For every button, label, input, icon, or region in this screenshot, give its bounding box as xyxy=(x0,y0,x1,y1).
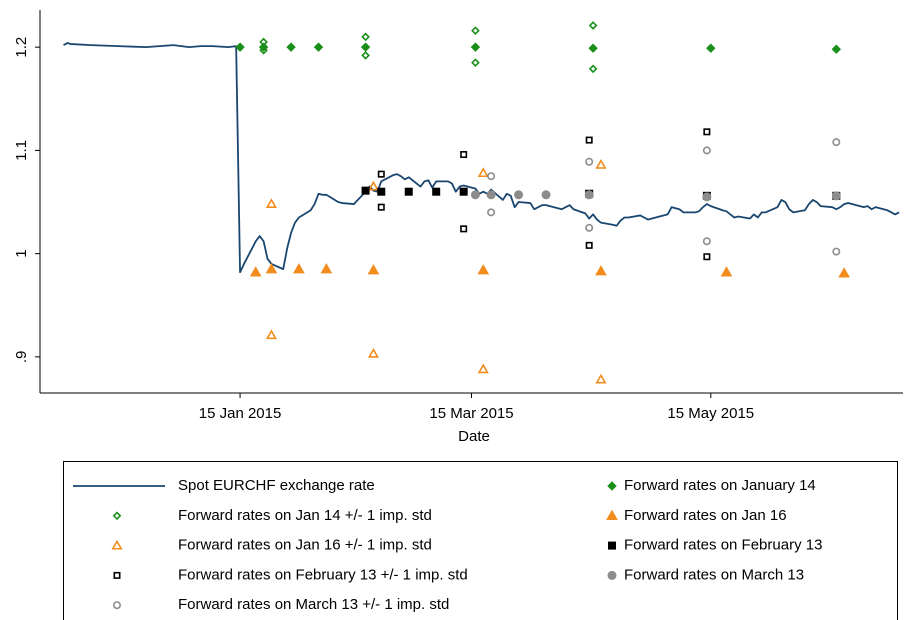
y-tick-label: 1.2 xyxy=(13,37,30,58)
point xyxy=(702,146,711,155)
point xyxy=(470,42,481,52)
point xyxy=(585,157,594,166)
point xyxy=(487,172,496,181)
legend-label: Forward rates on February 13 xyxy=(624,537,822,554)
point xyxy=(703,128,711,136)
point xyxy=(377,187,386,196)
point xyxy=(361,186,370,195)
point xyxy=(706,43,716,53)
point xyxy=(432,187,441,196)
point xyxy=(477,264,490,275)
point xyxy=(588,64,598,74)
point xyxy=(293,263,305,274)
y-tick-label: .9 xyxy=(13,351,30,364)
point xyxy=(460,151,468,159)
point xyxy=(487,208,496,217)
legend-marker xyxy=(607,570,617,580)
point xyxy=(588,21,598,30)
point xyxy=(514,190,524,200)
point xyxy=(361,32,370,42)
legend-box xyxy=(63,461,898,620)
point xyxy=(265,329,278,340)
point xyxy=(459,187,468,196)
point xyxy=(595,373,607,384)
legend-label: Forward rates on February 13 +/- 1 imp. … xyxy=(178,566,468,583)
point xyxy=(585,241,593,249)
legend-label: Forward rates on Jan 16 +/- 1 imp. std xyxy=(178,537,432,554)
point xyxy=(702,192,712,202)
point xyxy=(286,42,296,52)
legend-label: Forward rates on March 13 xyxy=(624,566,804,583)
legend-label: Forward rates on Jan 14 +/- 1 imp. std xyxy=(178,507,432,524)
legend-marker xyxy=(112,511,122,521)
point xyxy=(831,191,841,201)
point xyxy=(585,136,593,144)
point xyxy=(259,45,268,55)
y-tick-label: 1 xyxy=(13,249,30,257)
point xyxy=(367,180,380,191)
point xyxy=(838,267,851,278)
point xyxy=(486,190,496,200)
legend-marker xyxy=(113,601,122,610)
point xyxy=(361,51,370,60)
x-axis-title: Date xyxy=(458,428,490,445)
point xyxy=(259,37,268,47)
point xyxy=(460,225,468,233)
legend-marker xyxy=(111,539,123,550)
point xyxy=(477,363,489,374)
point xyxy=(702,237,711,246)
point xyxy=(595,265,607,276)
point xyxy=(588,43,598,53)
point xyxy=(265,198,278,209)
point xyxy=(471,26,480,35)
point xyxy=(595,159,607,169)
point xyxy=(320,263,333,274)
point xyxy=(313,42,324,52)
point xyxy=(477,167,489,178)
point xyxy=(720,266,733,277)
point xyxy=(367,264,380,275)
point xyxy=(404,187,413,196)
legend-label: Forward rates on January 14 xyxy=(624,477,816,494)
point xyxy=(377,170,385,178)
point xyxy=(471,58,480,67)
legend-marker xyxy=(607,481,617,491)
legend-label: Forward rates on Jan 16 xyxy=(624,507,787,524)
point xyxy=(832,138,841,147)
point xyxy=(235,42,245,52)
legend-marker xyxy=(606,509,618,521)
point xyxy=(584,190,594,200)
spot-line xyxy=(63,42,900,274)
x-tick-label: 15 May 2015 xyxy=(667,405,754,422)
point xyxy=(585,223,594,232)
point xyxy=(470,190,480,200)
legend-marker xyxy=(113,571,121,579)
point xyxy=(367,347,380,358)
point xyxy=(249,266,262,277)
point xyxy=(265,263,278,274)
legend-label: Forward rates on March 13 +/- 1 imp. std xyxy=(178,596,449,613)
point xyxy=(377,203,385,211)
x-tick-label: 15 Mar 2015 xyxy=(429,405,513,422)
point xyxy=(832,247,841,256)
legend-marker xyxy=(608,541,616,550)
legend-label: Spot EURCHF exchange rate xyxy=(178,477,375,494)
point xyxy=(703,253,711,261)
y-tick-label: 1.1 xyxy=(13,140,30,161)
point xyxy=(831,44,842,54)
x-tick-label: 15 Jan 2015 xyxy=(199,405,282,422)
point xyxy=(541,190,551,200)
